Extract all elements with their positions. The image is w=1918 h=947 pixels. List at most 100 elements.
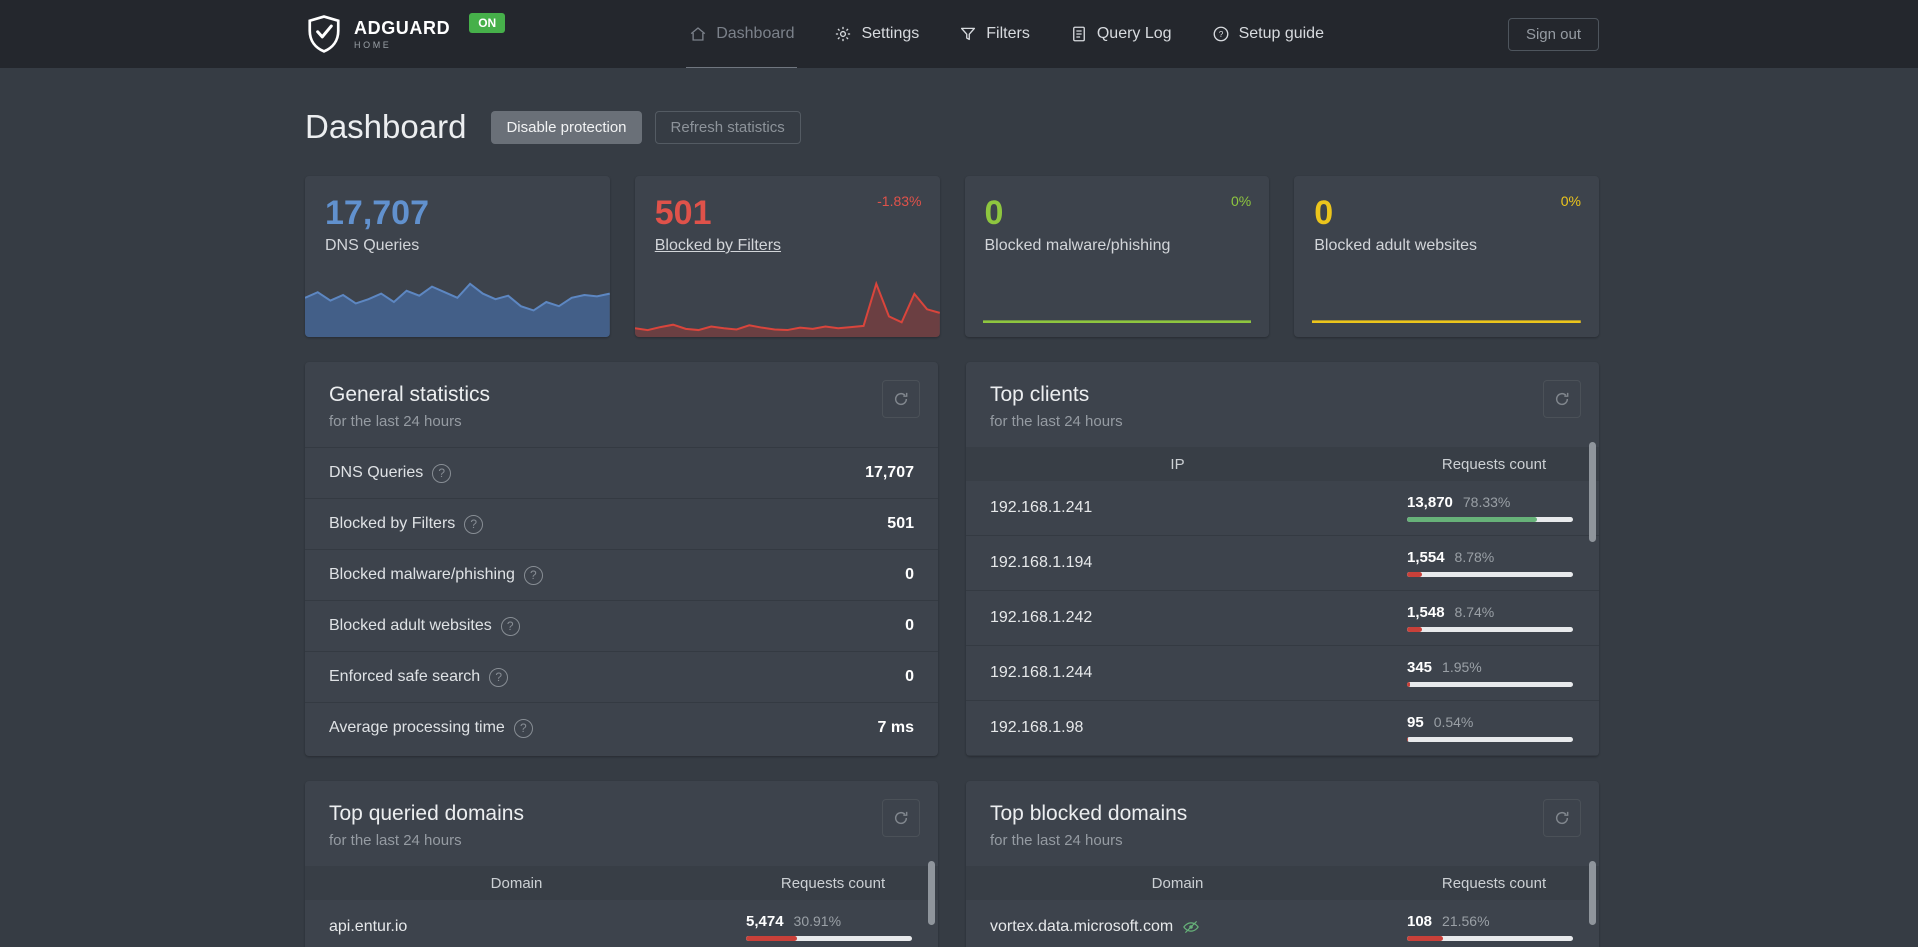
stats-row: DNS Queries? 17,707: [305, 447, 938, 498]
sign-out-button[interactable]: Sign out: [1507, 17, 1599, 51]
gear-icon: [836, 26, 851, 41]
nav-dashboard[interactable]: Dashboard: [686, 0, 798, 68]
refresh-icon: [1555, 811, 1569, 825]
stat-card-dns-queries: 17,707 DNS Queries: [305, 176, 610, 337]
page-head: Dashboard Disable protection Refresh sta…: [305, 108, 1599, 146]
filter-icon: [961, 27, 976, 40]
table-row: vortex.data.microsoft.com 108 21.56%: [966, 900, 1599, 947]
help-icon[interactable]: ?: [500, 616, 520, 636]
help-icon[interactable]: ?: [523, 565, 543, 585]
client-ip[interactable]: 192.168.1.241: [990, 499, 1093, 516]
adguard-logo-icon: [308, 15, 340, 53]
refresh-button[interactable]: [1543, 799, 1581, 837]
column-header-domain: Domain: [490, 874, 543, 892]
nav-setup-guide[interactable]: ? Setup guide: [1209, 0, 1327, 68]
request-percent: 8.78%: [1454, 549, 1495, 565]
blocked-adult-label: Blocked adult websites: [1314, 237, 1478, 254]
usage-bar: [746, 936, 912, 941]
client-ip[interactable]: 192.168.1.98: [990, 719, 1084, 736]
panel-subtitle: for the last 24 hours: [990, 832, 1123, 849]
refresh-button[interactable]: [882, 380, 920, 418]
nav-query-log[interactable]: Query Log: [1067, 0, 1175, 68]
domain-name[interactable]: api.entur.io: [329, 918, 408, 935]
panel-head: Top queried domains for the last 24 hour…: [305, 781, 938, 866]
nav-settings[interactable]: Settings: [831, 0, 922, 68]
client-ip[interactable]: 192.168.1.194: [990, 554, 1093, 571]
domain-name[interactable]: vortex.data.microsoft.com: [990, 918, 1174, 935]
column-header-requests: Requests count: [780, 874, 886, 892]
client-ip[interactable]: 192.168.1.242: [990, 609, 1093, 626]
stat-value: 17,707: [865, 464, 914, 481]
blocked-adult-delta: 0%: [1560, 193, 1581, 209]
nav-label: Setup guide: [1238, 24, 1324, 42]
usage-bar: [1407, 627, 1573, 632]
blocked-malware-delta: 0%: [1231, 193, 1252, 209]
panel-head: Top blocked domains for the last 24 hour…: [966, 781, 1599, 866]
nav-label: Query Log: [1096, 24, 1172, 42]
scrollbar-thumb[interactable]: [1589, 861, 1596, 925]
panel-head: Top clients for the last 24 hours: [966, 362, 1599, 447]
scrollbar-thumb[interactable]: [1589, 442, 1596, 542]
table-header: Domain Requests count: [305, 866, 938, 900]
client-ip[interactable]: 192.168.1.244: [990, 664, 1093, 681]
blocked-malware-label: Blocked malware/phishing: [984, 237, 1171, 254]
request-percent: 30.91%: [793, 913, 842, 929]
usage-bar: [1407, 572, 1573, 577]
query-log-icon: [1072, 26, 1085, 41]
stat-label: Average processing time: [329, 719, 505, 736]
nav-filters[interactable]: Filters: [956, 0, 1033, 68]
stat-label: DNS Queries: [329, 464, 424, 481]
request-count: 95: [1407, 714, 1424, 731]
stats-list: DNS Queries? 17,707 Blocked by Filters? …: [305, 447, 938, 753]
table-row: 192.168.1.194 1,554 8.78%: [966, 536, 1599, 591]
request-percent: 21.56%: [1442, 913, 1490, 929]
dns-queries-sparkline: [305, 281, 610, 337]
svg-text:?: ?: [1218, 30, 1223, 39]
request-count: 1,554: [1407, 549, 1445, 566]
stat-card-blocked-filters: 501 Blocked by Filters -1.83%: [634, 176, 940, 337]
blocked-filters-sparkline: [634, 281, 940, 337]
blocked-malware-sparkline: [983, 301, 1252, 323]
disable-protection-button[interactable]: Disable protection: [491, 110, 642, 144]
refresh-button[interactable]: [1543, 380, 1581, 418]
refresh-icon: [1555, 392, 1569, 406]
table-row: 192.168.1.98 95 0.54%: [966, 701, 1599, 756]
request-count: 345: [1407, 659, 1433, 676]
nav-label: Filters: [986, 24, 1030, 42]
stat-value: 0: [905, 566, 914, 583]
column-header-requests: Requests count: [1441, 455, 1547, 473]
refresh-icon: [894, 811, 908, 825]
scrollbar-thumb[interactable]: [928, 861, 935, 925]
top-queried-domains-panel: Top queried domains for the last 24 hour…: [305, 781, 938, 947]
stats-row: Enforced safe search? 0: [305, 651, 938, 702]
help-icon[interactable]: ?: [513, 718, 533, 738]
panel-title: Top clients: [990, 383, 1090, 406]
app-header: ADGUARD HOME ON Dashboard Settings Filte…: [0, 0, 1918, 68]
stat-label: Enforced safe search: [329, 668, 481, 685]
blocked-by-filters-link[interactable]: Blocked by Filters: [654, 237, 782, 254]
stat-label: Blocked by Filters: [329, 515, 456, 532]
stat-label: Blocked malware/phishing: [329, 566, 515, 583]
main-nav: Dashboard Settings Filters Query Log ? S…: [505, 0, 1508, 68]
refresh-button[interactable]: [882, 799, 920, 837]
help-icon[interactable]: ?: [464, 514, 484, 534]
dashboard-main: Dashboard Disable protection Refresh sta…: [305, 108, 1599, 947]
stat-cards-row: 17,707 DNS Queries 501 Blocked by Filter…: [305, 176, 1599, 337]
help-icon: ?: [1213, 26, 1228, 41]
nav-label: Settings: [861, 24, 920, 42]
help-icon[interactable]: ?: [432, 463, 452, 483]
dns-queries-value: 17,707: [325, 194, 429, 232]
table-row: 192.168.1.242 1,548 8.74%: [966, 591, 1599, 646]
usage-bar: [1407, 682, 1573, 687]
refresh-statistics-button[interactable]: Refresh statistics: [654, 110, 801, 144]
panel-subtitle: for the last 24 hours: [329, 832, 462, 849]
panel-subtitle: for the last 24 hours: [329, 413, 462, 430]
middle-row: General statistics for the last 24 hours…: [305, 362, 1599, 756]
stat-value: 0: [905, 668, 914, 685]
help-icon[interactable]: ?: [489, 667, 509, 687]
stat-card-blocked-malware: 0 Blocked malware/phishing 0%: [964, 176, 1270, 337]
stats-row: Blocked malware/phishing? 0: [305, 549, 938, 600]
nav-label: Dashboard: [716, 24, 795, 42]
column-header-ip: IP: [1170, 455, 1185, 473]
request-count: 13,870: [1407, 494, 1453, 511]
